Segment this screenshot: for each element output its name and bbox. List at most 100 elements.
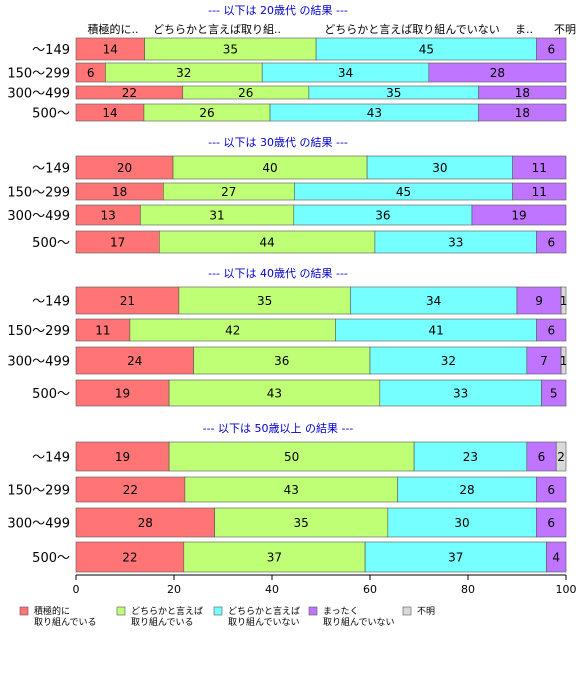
header-label: どちらかと言えば取り組んでいない	[324, 23, 499, 36]
data-label: 43	[267, 387, 282, 401]
category-label: 300〜499	[7, 87, 70, 102]
data-label: 19	[511, 209, 526, 223]
bar-segment	[178, 286, 351, 315]
bar-segment	[516, 286, 562, 315]
data-label: 34	[426, 294, 441, 308]
header-label: どちらかと言えば取り組..	[153, 23, 281, 36]
category-label: 150〜299	[7, 484, 70, 499]
category-label: 300〜499	[7, 209, 70, 224]
data-label: 34	[338, 66, 353, 80]
bar-segment	[183, 541, 366, 573]
data-label: 1	[560, 354, 568, 368]
legend-label: 積極的に	[34, 605, 70, 617]
data-label: 33	[448, 236, 463, 250]
legend-label: どちらかと言えば	[131, 605, 203, 617]
bar-segment	[75, 286, 180, 315]
data-label: 11	[532, 185, 547, 199]
category-label: 150〜299	[7, 186, 70, 201]
x-tick-label: 100	[556, 583, 577, 596]
legend-label: 取り組んでいる	[131, 616, 194, 628]
data-label: 44	[259, 236, 274, 250]
data-label: 22	[122, 86, 137, 100]
data-label: 5	[550, 387, 558, 401]
legend-swatch	[308, 606, 318, 616]
data-label: 24	[127, 354, 142, 368]
data-label: 33	[453, 387, 468, 401]
data-label: 37	[448, 551, 463, 565]
category-label: 〜149	[32, 43, 70, 58]
data-label: 18	[515, 106, 530, 120]
category-label: 300〜499	[7, 355, 70, 370]
legend-swatch	[19, 606, 29, 616]
x-tick-label: 40	[265, 583, 279, 596]
data-label: 23	[463, 450, 478, 464]
data-label: 2	[557, 450, 565, 464]
bar-segment	[536, 230, 567, 254]
data-label: 6	[547, 43, 555, 57]
bar-segment	[75, 441, 170, 472]
bar-segment	[387, 507, 537, 538]
category-label: 500〜	[32, 107, 70, 122]
group-title: --- 以下は 50歳以上 の結果 ---	[203, 421, 354, 435]
data-label: 18	[515, 86, 530, 100]
bar-segment	[536, 476, 567, 503]
data-label: 26	[238, 86, 253, 100]
data-label: 50	[284, 450, 299, 464]
data-label: 31	[209, 209, 224, 223]
data-label: 35	[294, 516, 309, 530]
bar-segment	[75, 346, 194, 375]
data-label: 28	[459, 483, 474, 497]
header-label: 不明	[554, 23, 576, 36]
bar-segment	[428, 62, 567, 83]
bar-segment	[560, 346, 567, 375]
bar-segment	[478, 103, 567, 122]
category-label: 〜149	[32, 451, 70, 466]
bar-segment	[397, 476, 537, 503]
data-label: 14	[103, 43, 118, 57]
bar-segment	[478, 85, 567, 100]
data-label: 42	[225, 324, 240, 338]
data-label: 18	[112, 185, 127, 199]
category-label: 300〜499	[7, 517, 70, 532]
category-label: 〜149	[32, 162, 70, 177]
data-label: 19	[115, 450, 130, 464]
data-label: 30	[432, 161, 447, 175]
x-tick-label: 0	[73, 583, 80, 596]
bar-segment	[546, 541, 567, 573]
category-label: 500〜	[32, 387, 70, 402]
bar-segment	[555, 441, 567, 472]
header-label: 積極的に..	[88, 22, 139, 36]
data-label: 35	[223, 43, 238, 57]
data-label: 7	[540, 354, 548, 368]
category-label: 500〜	[32, 551, 70, 566]
data-label: 45	[396, 185, 411, 199]
data-label: 6	[87, 66, 95, 80]
data-label: 36	[375, 209, 390, 223]
group-title: --- 以下は 30歳代 の結果 ---	[208, 135, 348, 149]
data-label: 9	[535, 294, 543, 308]
data-label: 41	[429, 324, 444, 338]
bar-segment	[512, 155, 567, 180]
bar-segment	[350, 286, 518, 315]
bar-segment	[536, 37, 567, 61]
data-label: 17	[110, 236, 125, 250]
bar-segment	[560, 286, 567, 315]
category-label: 500〜	[32, 236, 70, 251]
bar-segment	[364, 541, 547, 573]
legend-label: まったく	[323, 606, 359, 617]
bar-segment	[168, 379, 381, 407]
data-label: 14	[102, 106, 117, 120]
data-label: 21	[120, 294, 135, 308]
data-label: 43	[367, 106, 382, 120]
bar-segment	[536, 507, 567, 538]
data-label: 6	[547, 236, 555, 250]
data-label: 6	[538, 450, 546, 464]
bar-segment	[184, 476, 399, 503]
bar-segment	[168, 441, 415, 472]
x-tick-label: 20	[167, 583, 181, 596]
bar-segment	[369, 346, 528, 375]
data-label: 13	[101, 209, 116, 223]
bar-segment	[536, 318, 567, 342]
bar-segment	[214, 507, 389, 538]
